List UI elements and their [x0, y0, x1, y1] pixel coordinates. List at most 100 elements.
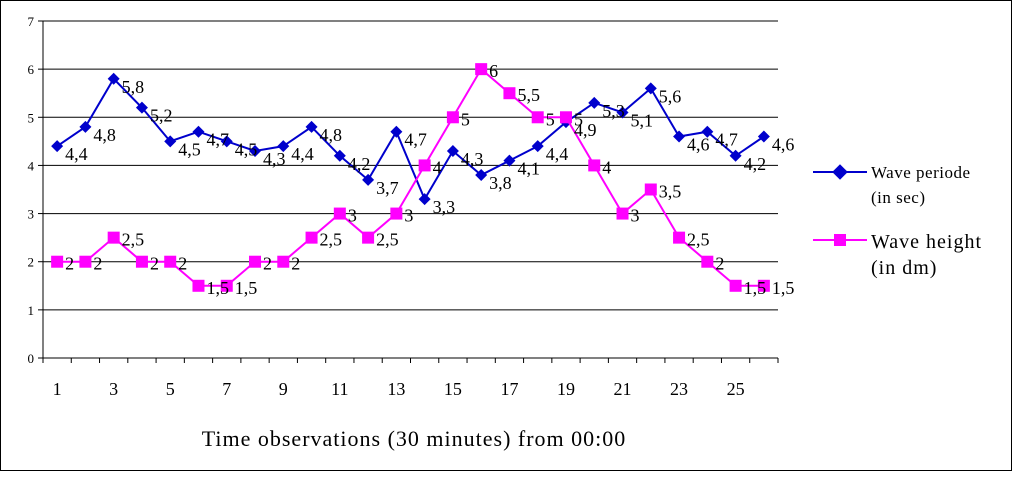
- point-wave-height-17: [503, 87, 516, 100]
- data-label-wave-height-17: 5,5: [517, 85, 540, 105]
- data-label-wave-periode-21: 5,1: [631, 110, 654, 130]
- data-label-wave-height-13: 3: [404, 206, 413, 226]
- data-label-wave-periode-12: 3,7: [376, 178, 399, 198]
- data-label-wave-periode-3: 5,8: [122, 77, 145, 97]
- data-label-wave-height-9: 2: [291, 254, 300, 274]
- x-tick-label-11: 11: [331, 379, 348, 399]
- data-label-wave-periode-18: 4,4: [546, 144, 569, 164]
- data-label-wave-periode-17: 4,1: [517, 159, 540, 179]
- data-label-wave-periode-8: 4,3: [263, 149, 286, 169]
- x-tick-label-7: 7: [222, 379, 231, 399]
- data-label-wave-periode-4: 5,2: [150, 106, 173, 126]
- data-label-wave-periode-19: 4,9: [574, 120, 597, 140]
- point-wave-periode-15: [446, 144, 459, 157]
- data-label-wave-height-21: 3: [631, 206, 640, 226]
- legend-marker-wave-periode: [832, 164, 848, 180]
- point-wave-periode-16: [475, 169, 488, 182]
- y-tick-label-4: 4: [28, 158, 35, 173]
- data-label-wave-periode-23: 4,6: [687, 135, 710, 155]
- point-wave-periode-13: [390, 125, 403, 138]
- x-tick-label-17: 17: [500, 379, 518, 399]
- point-wave-height-4: [135, 255, 148, 268]
- point-wave-periode-9: [277, 140, 290, 153]
- data-label-wave-height-3: 2,5: [122, 230, 145, 250]
- point-wave-periode-11: [333, 149, 346, 162]
- point-wave-height-9: [277, 255, 290, 268]
- point-wave-height-2: [79, 255, 92, 268]
- point-wave-height-20: [588, 159, 601, 172]
- legend-label-wave-height-line1: Wave height: [871, 231, 982, 253]
- point-wave-height-10: [305, 231, 318, 244]
- point-wave-height-1: [51, 255, 64, 268]
- point-wave-height-11: [333, 207, 346, 220]
- y-tick-label-7: 7: [28, 14, 35, 29]
- point-wave-periode-6: [192, 125, 205, 138]
- data-label-wave-periode-26: 4,6: [772, 135, 795, 155]
- point-wave-periode-4: [135, 101, 148, 114]
- data-label-wave-height-7: 1,5: [235, 278, 258, 298]
- x-tick-label-13: 13: [387, 379, 405, 399]
- data-label-wave-periode-6: 4,7: [206, 130, 229, 150]
- data-label-wave-height-11: 3: [348, 206, 357, 226]
- point-wave-periode-23: [673, 130, 686, 143]
- point-wave-height-14: [418, 159, 431, 172]
- point-wave-height-12: [362, 231, 375, 244]
- data-label-wave-periode-20: 5,3: [602, 101, 625, 121]
- data-label-wave-height-4: 2: [150, 254, 159, 274]
- data-label-wave-height-25: 1,5: [744, 278, 767, 298]
- data-label-wave-periode-11: 4,2: [348, 154, 371, 174]
- data-label-wave-height-2: 2: [93, 254, 102, 274]
- point-wave-periode-8: [249, 144, 262, 157]
- point-wave-height-26: [757, 279, 770, 292]
- y-tick-label-1: 1: [28, 303, 35, 318]
- x-tick-label-9: 9: [279, 379, 288, 399]
- point-wave-height-16: [475, 63, 488, 76]
- x-tick-label-19: 19: [557, 379, 575, 399]
- point-wave-periode-22: [644, 82, 657, 95]
- data-label-wave-height-10: 2,5: [320, 230, 343, 250]
- x-tick-label-23: 23: [670, 379, 688, 399]
- y-tick-label-5: 5: [28, 110, 35, 125]
- data-label-wave-periode-16: 3,8: [489, 173, 512, 193]
- y-tick-label-3: 3: [28, 207, 35, 222]
- data-label-wave-height-12: 2,5: [376, 230, 399, 250]
- series-layer: [51, 63, 770, 292]
- data-label-wave-height-1: 2: [65, 254, 74, 274]
- data-label-wave-periode-1: 4,4: [65, 144, 88, 164]
- data-label-wave-height-20: 4: [602, 157, 611, 177]
- point-wave-periode-7: [220, 135, 233, 148]
- data-label-wave-periode-5: 4,5: [178, 139, 201, 159]
- point-wave-periode-17: [503, 154, 516, 167]
- point-wave-height-18: [531, 111, 544, 124]
- data-label-wave-periode-15: 4,3: [461, 149, 484, 169]
- point-wave-height-19: [559, 111, 572, 124]
- point-wave-height-7: [220, 279, 233, 292]
- data-label-wave-height-18: 5: [546, 109, 555, 129]
- series-line-wave-periode: [56, 77, 765, 202]
- data-label-wave-height-19: 5: [574, 109, 583, 129]
- legend-label-wave-periode-line2: (in sec): [871, 188, 926, 207]
- point-wave-periode-18: [531, 140, 544, 153]
- legend-label-wave-periode-line1: Wave periode: [871, 163, 971, 182]
- data-labels: 4,44,85,85,24,5 4,7 4,5 4,3 4,44,84,23,74,73…: [65, 61, 794, 298]
- point-wave-periode-26: [757, 130, 770, 143]
- point-wave-periode-10: [305, 120, 318, 133]
- data-label-wave-periode-14: 3,3: [433, 197, 456, 217]
- legend-label-wave-height-line2: (in dm): [871, 257, 937, 279]
- y-tick-label-2: 2: [28, 255, 35, 270]
- data-label-wave-periode-7: 4,5: [235, 139, 258, 159]
- point-wave-periode-1: [51, 140, 64, 153]
- point-wave-height-21: [616, 207, 629, 220]
- point-wave-periode-12: [362, 173, 375, 186]
- point-wave-periode-5: [164, 135, 177, 148]
- legend: Wave periode (in sec) Wave height (in dm…: [813, 163, 982, 279]
- data-label-wave-height-14: 4: [433, 157, 442, 177]
- data-label-wave-height-24: 2: [715, 254, 724, 274]
- point-wave-height-15: [446, 111, 459, 124]
- y-tick-label-6: 6: [28, 62, 35, 77]
- legend-marker-wave-height: [834, 234, 846, 246]
- x-tick-label-3: 3: [109, 379, 118, 399]
- data-label-wave-periode-24: 4,7: [715, 130, 738, 150]
- data-label-wave-height-8: 2: [263, 254, 272, 274]
